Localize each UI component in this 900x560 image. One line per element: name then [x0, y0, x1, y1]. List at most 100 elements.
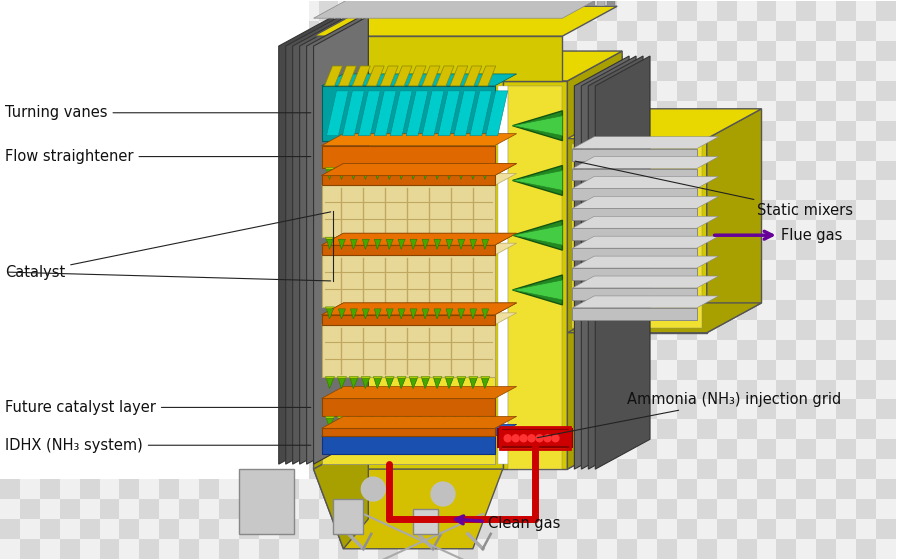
Bar [0, 320, 20, 340]
Polygon shape [410, 307, 418, 319]
Bar [578, 320, 598, 340]
Bar [418, 419, 438, 439]
Bar [816, 260, 836, 280]
Bar [657, 81, 677, 101]
Bar [321, 245, 495, 255]
Bar [378, 61, 398, 81]
Bar [757, 260, 777, 280]
Polygon shape [410, 418, 417, 428]
Bar [836, 161, 856, 180]
Bar [219, 200, 238, 220]
Bar [159, 141, 179, 161]
Bar [199, 539, 219, 559]
Bar [338, 539, 358, 559]
Bar [100, 399, 120, 419]
Bar [498, 200, 518, 220]
Bar [816, 161, 836, 180]
Bar [617, 21, 637, 41]
Bar [796, 499, 816, 519]
Bar [338, 21, 358, 41]
Polygon shape [385, 307, 394, 319]
Polygon shape [450, 66, 468, 86]
Bar [299, 61, 319, 81]
Polygon shape [418, 0, 426, 6]
Bar [498, 260, 518, 280]
Bar [637, 1, 657, 21]
Bar [259, 220, 279, 240]
Bar [219, 360, 238, 380]
Bar [498, 439, 518, 459]
Bar [836, 180, 856, 200]
Bar [378, 539, 398, 559]
Polygon shape [567, 51, 622, 469]
Bar [418, 141, 438, 161]
Bar [716, 439, 736, 459]
Bar [199, 280, 219, 300]
Circle shape [544, 435, 551, 442]
Bar [299, 240, 319, 260]
Bar [199, 439, 219, 459]
Bar [378, 41, 398, 61]
Polygon shape [469, 307, 478, 319]
Bar [757, 101, 777, 121]
Bar [140, 260, 159, 280]
Bar [677, 260, 697, 280]
Bar [796, 399, 816, 419]
Bar [518, 280, 537, 300]
Bar [159, 240, 179, 260]
Bar [876, 499, 896, 519]
Bar [637, 280, 657, 300]
Bar [518, 360, 537, 380]
Bar [816, 499, 836, 519]
Bar [259, 519, 279, 539]
Polygon shape [457, 237, 466, 249]
Bar [856, 61, 876, 81]
Bar [716, 399, 736, 419]
Bar [478, 459, 498, 479]
Polygon shape [326, 167, 335, 179]
Bar [697, 180, 716, 200]
Bar [398, 240, 418, 260]
Bar [100, 101, 120, 121]
Bar [518, 300, 537, 320]
Bar [598, 21, 617, 41]
Bar [0, 121, 20, 141]
Bar [557, 180, 578, 200]
Bar [179, 439, 199, 459]
Bar [279, 479, 299, 499]
Bar [816, 220, 836, 240]
Bar [617, 41, 637, 61]
Bar [438, 300, 458, 320]
Bar [120, 61, 140, 81]
Bar [59, 539, 79, 559]
Bar [40, 439, 59, 459]
Bar [199, 61, 219, 81]
Bar [518, 539, 537, 559]
Polygon shape [422, 66, 440, 86]
Bar [219, 260, 238, 280]
Bar [79, 439, 100, 459]
Polygon shape [572, 296, 719, 308]
Bar [796, 300, 816, 320]
Bar [478, 479, 498, 499]
Polygon shape [321, 243, 517, 255]
Bar [777, 180, 797, 200]
Bar [598, 280, 617, 300]
Bar [777, 340, 797, 360]
Polygon shape [513, 111, 562, 141]
Bar [319, 220, 338, 240]
Bar [876, 439, 896, 459]
Bar [100, 539, 120, 559]
Bar [0, 539, 20, 559]
Bar [179, 380, 199, 399]
Circle shape [431, 482, 454, 506]
Bar [20, 360, 40, 380]
Bar [578, 161, 598, 180]
Bar [836, 101, 856, 121]
Bar [757, 419, 777, 439]
Bar [79, 399, 100, 419]
Bar [100, 161, 120, 180]
Text: IDHX (NH₃ system): IDHX (NH₃ system) [5, 438, 310, 452]
Bar [716, 380, 736, 399]
Bar [498, 380, 518, 399]
